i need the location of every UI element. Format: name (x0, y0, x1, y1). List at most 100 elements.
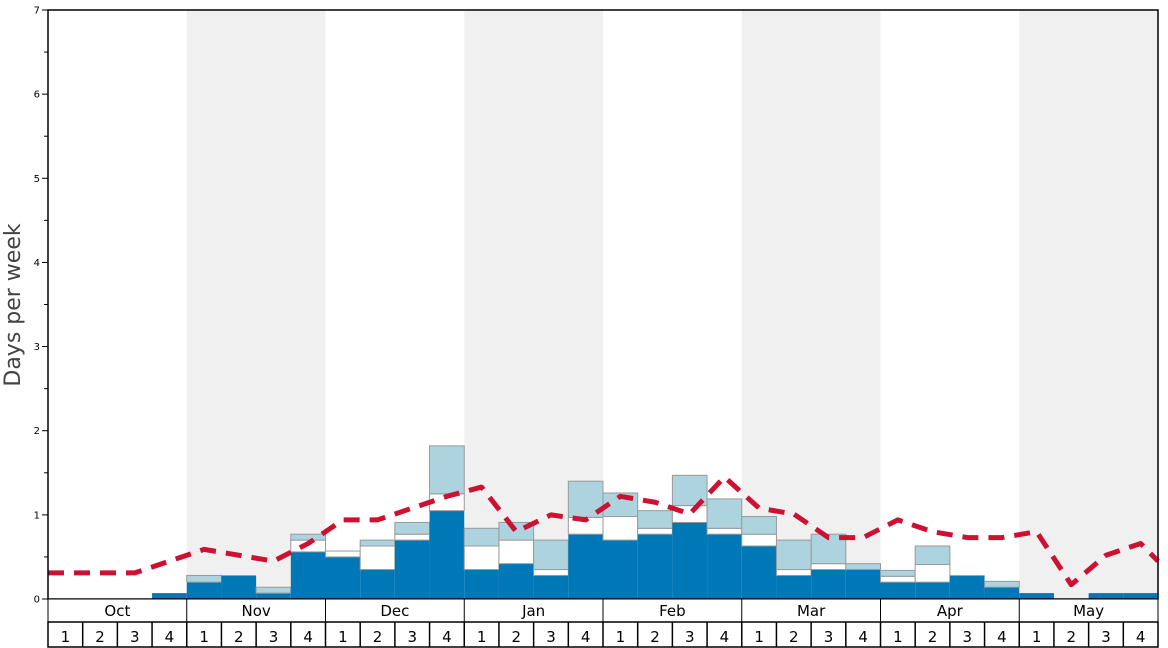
bar-middle-19 (706, 527, 743, 535)
month-labels: Oct Nov Dec Jan Feb Mar Apr May (104, 602, 1104, 620)
bar-top-9 (359, 539, 396, 547)
month-label-dec: Dec (380, 602, 409, 620)
y-tick-label: 0 (34, 595, 40, 606)
bar-bottom-17 (637, 534, 673, 599)
bar-bottom-30 (1088, 593, 1124, 599)
y-tick-label: 2 (34, 426, 40, 437)
bar-bottom-18 (672, 522, 708, 599)
month-shading (186, 10, 1158, 599)
bar-top-14 (533, 539, 569, 571)
week-label: 2 (373, 628, 383, 646)
bar-top-24 (880, 569, 916, 577)
bar-bottom-10 (394, 540, 430, 599)
week-label: 2 (650, 628, 660, 646)
bar-top-4 (186, 574, 222, 583)
week-label: 2 (234, 628, 244, 646)
week-label: 3 (269, 628, 279, 646)
month-label-may: May (1073, 602, 1104, 620)
y-tick-label: 5 (34, 174, 40, 185)
bar-top-10 (394, 521, 431, 535)
week-label: 3 (824, 628, 834, 646)
bar-middle-9 (359, 545, 396, 571)
bar-top-7 (290, 533, 326, 541)
month-label-oct: Oct (104, 602, 130, 620)
bar-middle-17 (637, 527, 673, 535)
bar-middle-21 (775, 569, 812, 576)
week-label: 3 (962, 628, 972, 646)
bar-top-27 (984, 580, 1020, 588)
y-tick-label: 6 (34, 90, 40, 101)
average-line (48, 474, 1160, 588)
bar-bottom-31 (1123, 593, 1158, 599)
bar-middle-8 (325, 550, 361, 558)
bar-bottom-19 (707, 534, 742, 599)
week-label: 1 (199, 628, 209, 646)
bar-top-11 (429, 445, 465, 495)
bar-top-17 (637, 510, 673, 529)
month-label-feb: Feb (659, 602, 686, 620)
week-label: 1 (61, 628, 71, 646)
week-label: 4 (1136, 628, 1146, 646)
week-label: 2 (512, 628, 522, 646)
bar-bottom-8 (325, 556, 361, 599)
bar-bottom-3 (152, 593, 187, 599)
week-label: 3 (546, 628, 556, 646)
y-tick-label: 3 (34, 342, 40, 353)
bar-middle-12 (463, 545, 500, 571)
week-label: 1 (338, 628, 348, 646)
month-shade-may (1019, 10, 1158, 599)
bar-bottom-25 (915, 582, 950, 599)
bar-top-25 (914, 545, 951, 566)
bar-bottom-22 (811, 569, 846, 599)
y-tick-label: 1 (34, 510, 40, 521)
bar-bottom-4 (186, 582, 222, 599)
bar-top-20 (741, 516, 777, 535)
week-label: 2 (95, 628, 105, 646)
week-label: 2 (789, 628, 799, 646)
bar-bottom-20 (741, 545, 777, 599)
week-label: 1 (477, 628, 487, 646)
axes (47, 9, 1159, 648)
bar-top-6 (255, 586, 292, 594)
bar-bottom-14 (533, 575, 569, 599)
week-label: 1 (893, 628, 903, 646)
bar-top-12 (463, 527, 500, 547)
week-label: 3 (685, 628, 695, 646)
y-ticks: 0 1 2 3 4 5 6 7 (34, 6, 48, 606)
week-label: 4 (581, 628, 591, 646)
bar-bottom-27 (984, 587, 1020, 599)
bar-bottom-23 (845, 569, 881, 599)
bar-bottom-26 (949, 575, 985, 599)
week-label: 3 (407, 628, 417, 646)
y-tick-label: 4 (34, 258, 40, 269)
week-label: 4 (720, 628, 730, 646)
week-label: 4 (997, 628, 1007, 646)
average-line-path (48, 474, 1160, 588)
month-label-nov: Nov (241, 602, 270, 620)
bar-bottom-6 (256, 593, 291, 599)
week-label: 1 (616, 628, 626, 646)
bar-middle-24 (880, 575, 916, 583)
week-labels: 1 2 3 4 1 2 3 4 1 2 3 4 1 2 3 4 1 2 3 4 1 2 3 4 1 2 3 4 1 2 3 4 (61, 628, 1146, 646)
week-label: 3 (130, 628, 140, 646)
bar-top-21 (775, 539, 812, 571)
week-label: 2 (928, 628, 938, 646)
bar-bottom-15 (568, 534, 603, 599)
bar-middle-10 (394, 533, 431, 541)
bar-middle-20 (741, 533, 777, 547)
month-shade-nov (186, 10, 326, 599)
month-label-jan: Jan (521, 602, 545, 620)
bar-bottom-28 (1019, 593, 1054, 599)
bar-middle-13 (498, 539, 535, 565)
bar-bottom-5 (221, 575, 257, 599)
y-axis-label: Days per week (1, 223, 26, 386)
bar-bottom-7 (290, 551, 326, 599)
bar-middle-22 (810, 563, 847, 571)
week-label: 4 (442, 628, 452, 646)
bar-top-23 (845, 563, 881, 571)
bar-bottom-16 (603, 540, 638, 599)
bar-bottom-12 (464, 569, 499, 599)
month-label-mar: Mar (797, 602, 826, 620)
week-label: 1 (754, 628, 764, 646)
